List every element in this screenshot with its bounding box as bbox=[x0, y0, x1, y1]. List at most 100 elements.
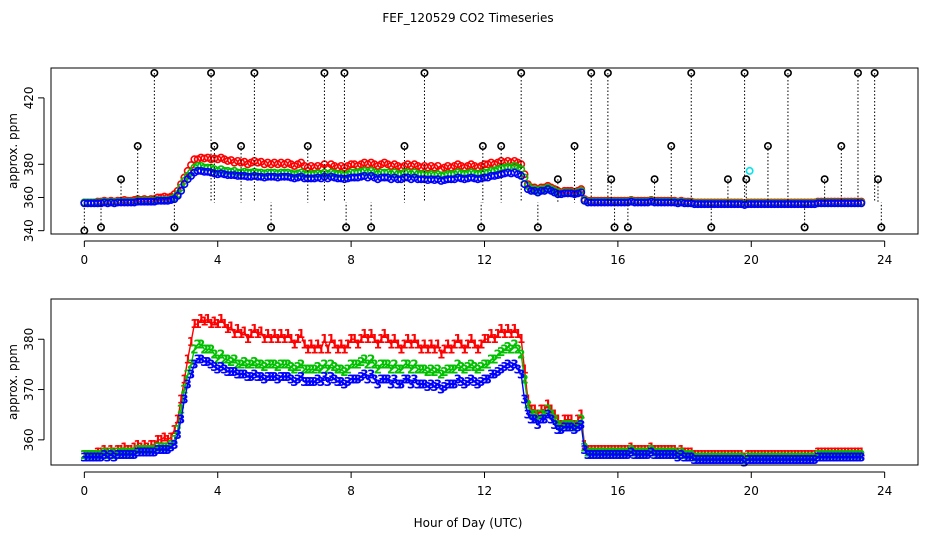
series-2: 2222222222222222222222222222222222222222… bbox=[80, 337, 865, 467]
point-marker: 3 bbox=[804, 453, 812, 467]
point-marker: 2 bbox=[447, 362, 455, 376]
point-marker: 2 bbox=[674, 448, 682, 462]
point-marker: 1 bbox=[417, 342, 425, 356]
point-marker: 3 bbox=[350, 372, 358, 386]
point-marker: 1 bbox=[207, 317, 215, 331]
point-marker: 3 bbox=[290, 375, 298, 389]
point-marker: 2 bbox=[454, 357, 462, 371]
point-marker: 1 bbox=[197, 312, 205, 326]
point-marker: 1 bbox=[94, 445, 102, 459]
point-marker: 3 bbox=[520, 393, 528, 407]
point-marker: 3 bbox=[547, 413, 555, 427]
point-marker: 1 bbox=[400, 337, 408, 351]
point-marker: 1 bbox=[714, 448, 722, 462]
point-marker: 2 bbox=[697, 450, 705, 464]
point-marker: 1 bbox=[380, 327, 388, 341]
point-marker: 2 bbox=[367, 352, 375, 366]
point-marker: 1 bbox=[660, 443, 668, 457]
point-marker: 2 bbox=[370, 357, 378, 371]
point-marker: 2 bbox=[310, 362, 318, 376]
point-marker: 1 bbox=[224, 322, 232, 336]
point-marker: 3 bbox=[314, 372, 322, 386]
point-marker: 2 bbox=[290, 362, 298, 376]
point-marker: 1 bbox=[857, 445, 865, 459]
point-marker: 2 bbox=[284, 357, 292, 371]
point-marker: 2 bbox=[567, 418, 575, 432]
point-marker: 2 bbox=[84, 448, 92, 462]
point-marker: 2 bbox=[434, 362, 442, 376]
point-marker: 2 bbox=[730, 450, 738, 464]
point-marker: 2 bbox=[190, 342, 198, 356]
data-point bbox=[740, 68, 749, 77]
point-marker: 1 bbox=[717, 448, 725, 462]
panel-top-axes: 0 4 8 12 16 20 24 340 360 380 420 bbox=[22, 86, 892, 267]
point-marker: 3 bbox=[564, 420, 572, 434]
point-marker: 3 bbox=[524, 408, 532, 422]
point-marker: 3 bbox=[670, 448, 678, 462]
point-marker: 3 bbox=[677, 448, 685, 462]
point-marker: 2 bbox=[524, 398, 532, 412]
point-marker: 3 bbox=[394, 378, 402, 392]
point-marker: 2 bbox=[617, 445, 625, 459]
point-marker: 1 bbox=[610, 443, 618, 457]
point-marker: 3 bbox=[254, 370, 262, 384]
point-marker: 1 bbox=[704, 448, 712, 462]
point-marker: 3 bbox=[717, 453, 725, 467]
point-marker: 2 bbox=[267, 357, 275, 371]
data-point bbox=[367, 223, 376, 232]
point-marker: 2 bbox=[487, 352, 495, 366]
point-marker: 1 bbox=[690, 448, 698, 462]
point-marker: 3 bbox=[587, 448, 595, 462]
point-marker: 1 bbox=[540, 403, 548, 417]
point-marker: 3 bbox=[344, 375, 352, 389]
point-marker: 1 bbox=[664, 443, 672, 457]
point-marker: 3 bbox=[794, 453, 802, 467]
point-marker: 2 bbox=[650, 445, 658, 459]
point-marker: 1 bbox=[160, 430, 168, 444]
point-marker: 1 bbox=[614, 443, 622, 457]
x-tick-label: 0 bbox=[81, 253, 89, 267]
point-marker: 1 bbox=[627, 440, 635, 454]
point-marker: 3 bbox=[640, 448, 648, 462]
point-marker: 1 bbox=[304, 342, 312, 356]
point-marker: 1 bbox=[354, 337, 362, 351]
point-marker: 3 bbox=[364, 372, 372, 386]
data-point bbox=[783, 68, 792, 77]
point-marker: 2 bbox=[240, 355, 248, 369]
point-marker: 1 bbox=[430, 342, 438, 356]
point-marker: 1 bbox=[797, 448, 805, 462]
point-marker: 3 bbox=[694, 453, 702, 467]
point-marker: 1 bbox=[374, 337, 382, 351]
point-marker: 1 bbox=[410, 332, 418, 346]
y-tick-label: 380 bbox=[22, 328, 36, 351]
point-marker: 2 bbox=[350, 357, 358, 371]
point-marker: 1 bbox=[574, 413, 582, 427]
panel-top-ylabel: approx. ppm bbox=[6, 113, 20, 189]
point-marker: 3 bbox=[354, 372, 362, 386]
point-marker: 3 bbox=[820, 450, 828, 464]
point-marker: 3 bbox=[537, 413, 545, 427]
point-marker: 1 bbox=[824, 445, 832, 459]
point-marker: 2 bbox=[100, 445, 108, 459]
point-marker: 1 bbox=[844, 445, 852, 459]
point-marker: 3 bbox=[517, 367, 525, 381]
point-marker: 2 bbox=[637, 445, 645, 459]
point-marker: 3 bbox=[734, 453, 742, 467]
point-marker: 2 bbox=[690, 450, 698, 464]
panel-bottom: 1111111111111111111111111111111111111111… bbox=[6, 298, 919, 498]
point-marker: 2 bbox=[507, 342, 515, 356]
data-point bbox=[167, 195, 176, 204]
point-marker: 3 bbox=[830, 450, 838, 464]
point-marker: 2 bbox=[627, 443, 635, 457]
point-marker: 1 bbox=[760, 448, 768, 462]
point-marker: 1 bbox=[790, 448, 798, 462]
data-point bbox=[745, 166, 754, 175]
point-marker: 1 bbox=[630, 443, 638, 457]
point-marker: 2 bbox=[607, 445, 615, 459]
point-marker: 3 bbox=[760, 453, 768, 467]
data-point bbox=[820, 175, 829, 184]
point-marker: 1 bbox=[557, 418, 565, 432]
data-point bbox=[177, 186, 186, 195]
point-marker: 3 bbox=[387, 378, 395, 392]
point-marker: 3 bbox=[844, 450, 852, 464]
